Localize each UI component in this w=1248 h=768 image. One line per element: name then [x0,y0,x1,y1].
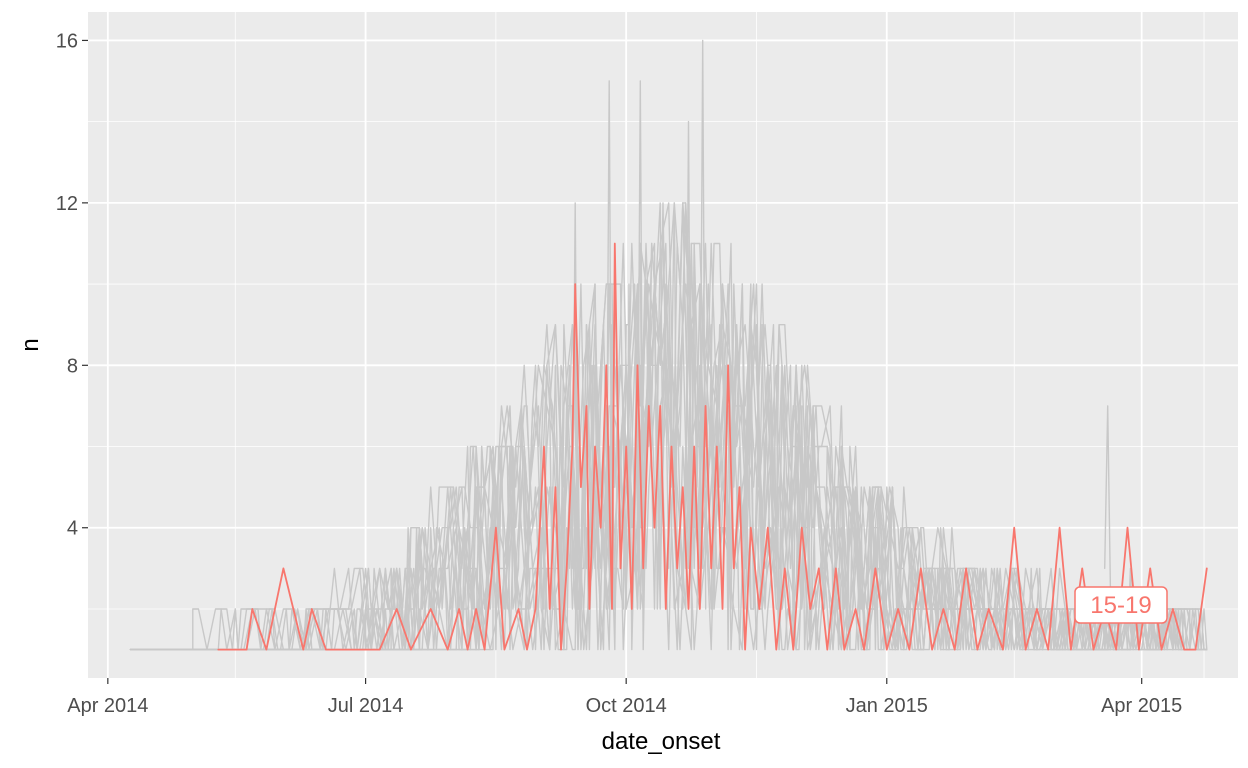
x-tick-label: Oct 2014 [586,695,667,717]
x-axis-title: date_onset [602,728,721,755]
series-callout: 15-19 [1075,587,1167,623]
y-tick-label: 4 [67,518,78,540]
x-axis: Apr 2014 Jul 2014 Oct 2014 Jan 2015 Apr 2015 [67,678,1182,717]
x-tick-label: Apr 2015 [1101,695,1182,717]
callout-label: 15-19 [1090,592,1151,619]
x-tick-label: Apr 2014 [67,695,148,717]
y-tick-label: 16 [56,30,78,52]
y-axis-title: n [17,338,44,351]
y-axis: 4 8 12 16 [56,30,88,539]
x-tick-label: Jan 2015 [846,695,928,717]
y-tick-label: 12 [56,193,78,215]
y-tick-label: 8 [67,355,78,377]
x-tick-label: Jul 2014 [328,695,404,717]
